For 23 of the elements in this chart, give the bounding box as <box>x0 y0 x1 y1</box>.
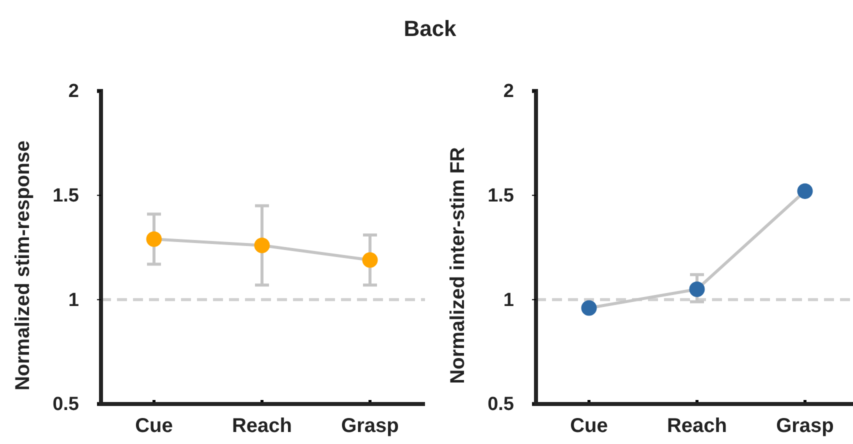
point <box>689 281 705 297</box>
x-tick-label: Cue <box>570 415 608 438</box>
y-tick-label: 0.5 <box>488 394 514 416</box>
y-tick-label: 1 <box>68 290 80 311</box>
y-tick-label: 1.5 <box>52 185 80 206</box>
point <box>254 238 270 254</box>
chart-title: Back <box>404 16 458 41</box>
y-tick-label: 0.5 <box>52 394 80 416</box>
y-axis-title: Normalized inter-stim FR <box>447 146 469 384</box>
x-tick-label: Cue <box>135 415 173 438</box>
y-tick-label: 2 <box>68 81 79 102</box>
y-tick-label: 1.5 <box>488 185 514 206</box>
x-tick-label: Reach <box>232 415 292 438</box>
y-tick-label: 1 <box>503 290 514 311</box>
point <box>362 252 378 268</box>
y-axis-title: Normalized stim-response <box>12 140 34 391</box>
point <box>797 183 813 199</box>
x-tick-label: Grasp <box>776 415 834 438</box>
y-tick-label: 2 <box>503 81 514 102</box>
x-tick-label: Grasp <box>341 415 399 438</box>
point <box>146 231 162 247</box>
point <box>581 300 597 316</box>
x-tick-label: Reach <box>666 415 728 438</box>
